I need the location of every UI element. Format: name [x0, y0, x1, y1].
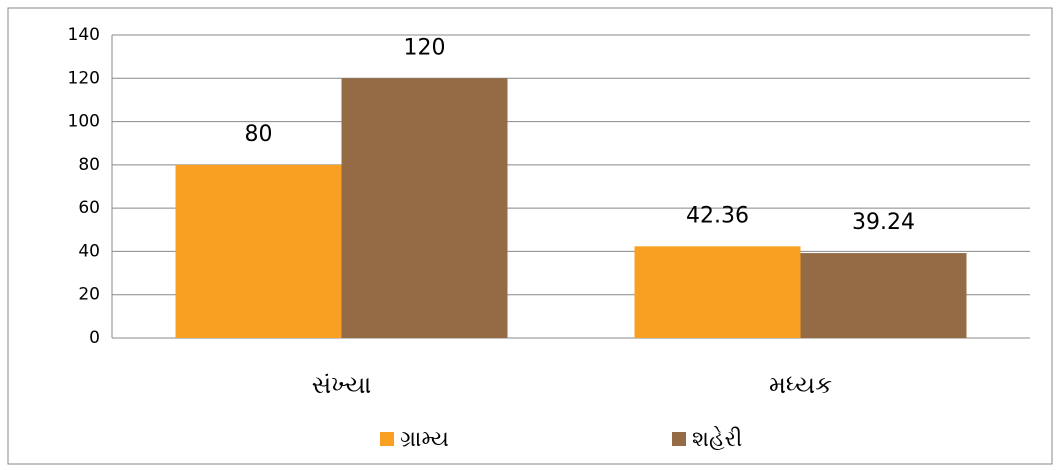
x-tick-label: સંખ્યા — [312, 371, 372, 399]
legend-swatch — [672, 432, 686, 446]
x-tick-label: મધ્યક — [769, 371, 832, 399]
chart-border — [7, 7, 1053, 465]
data-label: 120 — [404, 35, 446, 60]
legend-label: ગ્રામ્ય — [400, 427, 449, 452]
y-tick-label: 40 — [78, 241, 100, 261]
legend-swatch — [380, 432, 394, 446]
y-tick-label: 0 — [89, 328, 100, 348]
bar — [175, 164, 342, 338]
bar — [800, 253, 967, 338]
bar — [634, 246, 801, 338]
y-tick-label: 100 — [68, 112, 100, 132]
data-label: 80 — [245, 122, 273, 147]
y-tick-label: 60 — [78, 198, 100, 218]
y-tick-label: 80 — [78, 155, 100, 175]
y-tick-label: 120 — [68, 68, 100, 88]
legend-label: શહેરી — [692, 426, 742, 452]
data-label: 39.24 — [852, 210, 915, 235]
data-label: 42.36 — [686, 203, 749, 228]
y-tick-label: 140 — [68, 25, 100, 45]
y-tick-label: 20 — [78, 285, 100, 305]
bar — [341, 78, 508, 339]
